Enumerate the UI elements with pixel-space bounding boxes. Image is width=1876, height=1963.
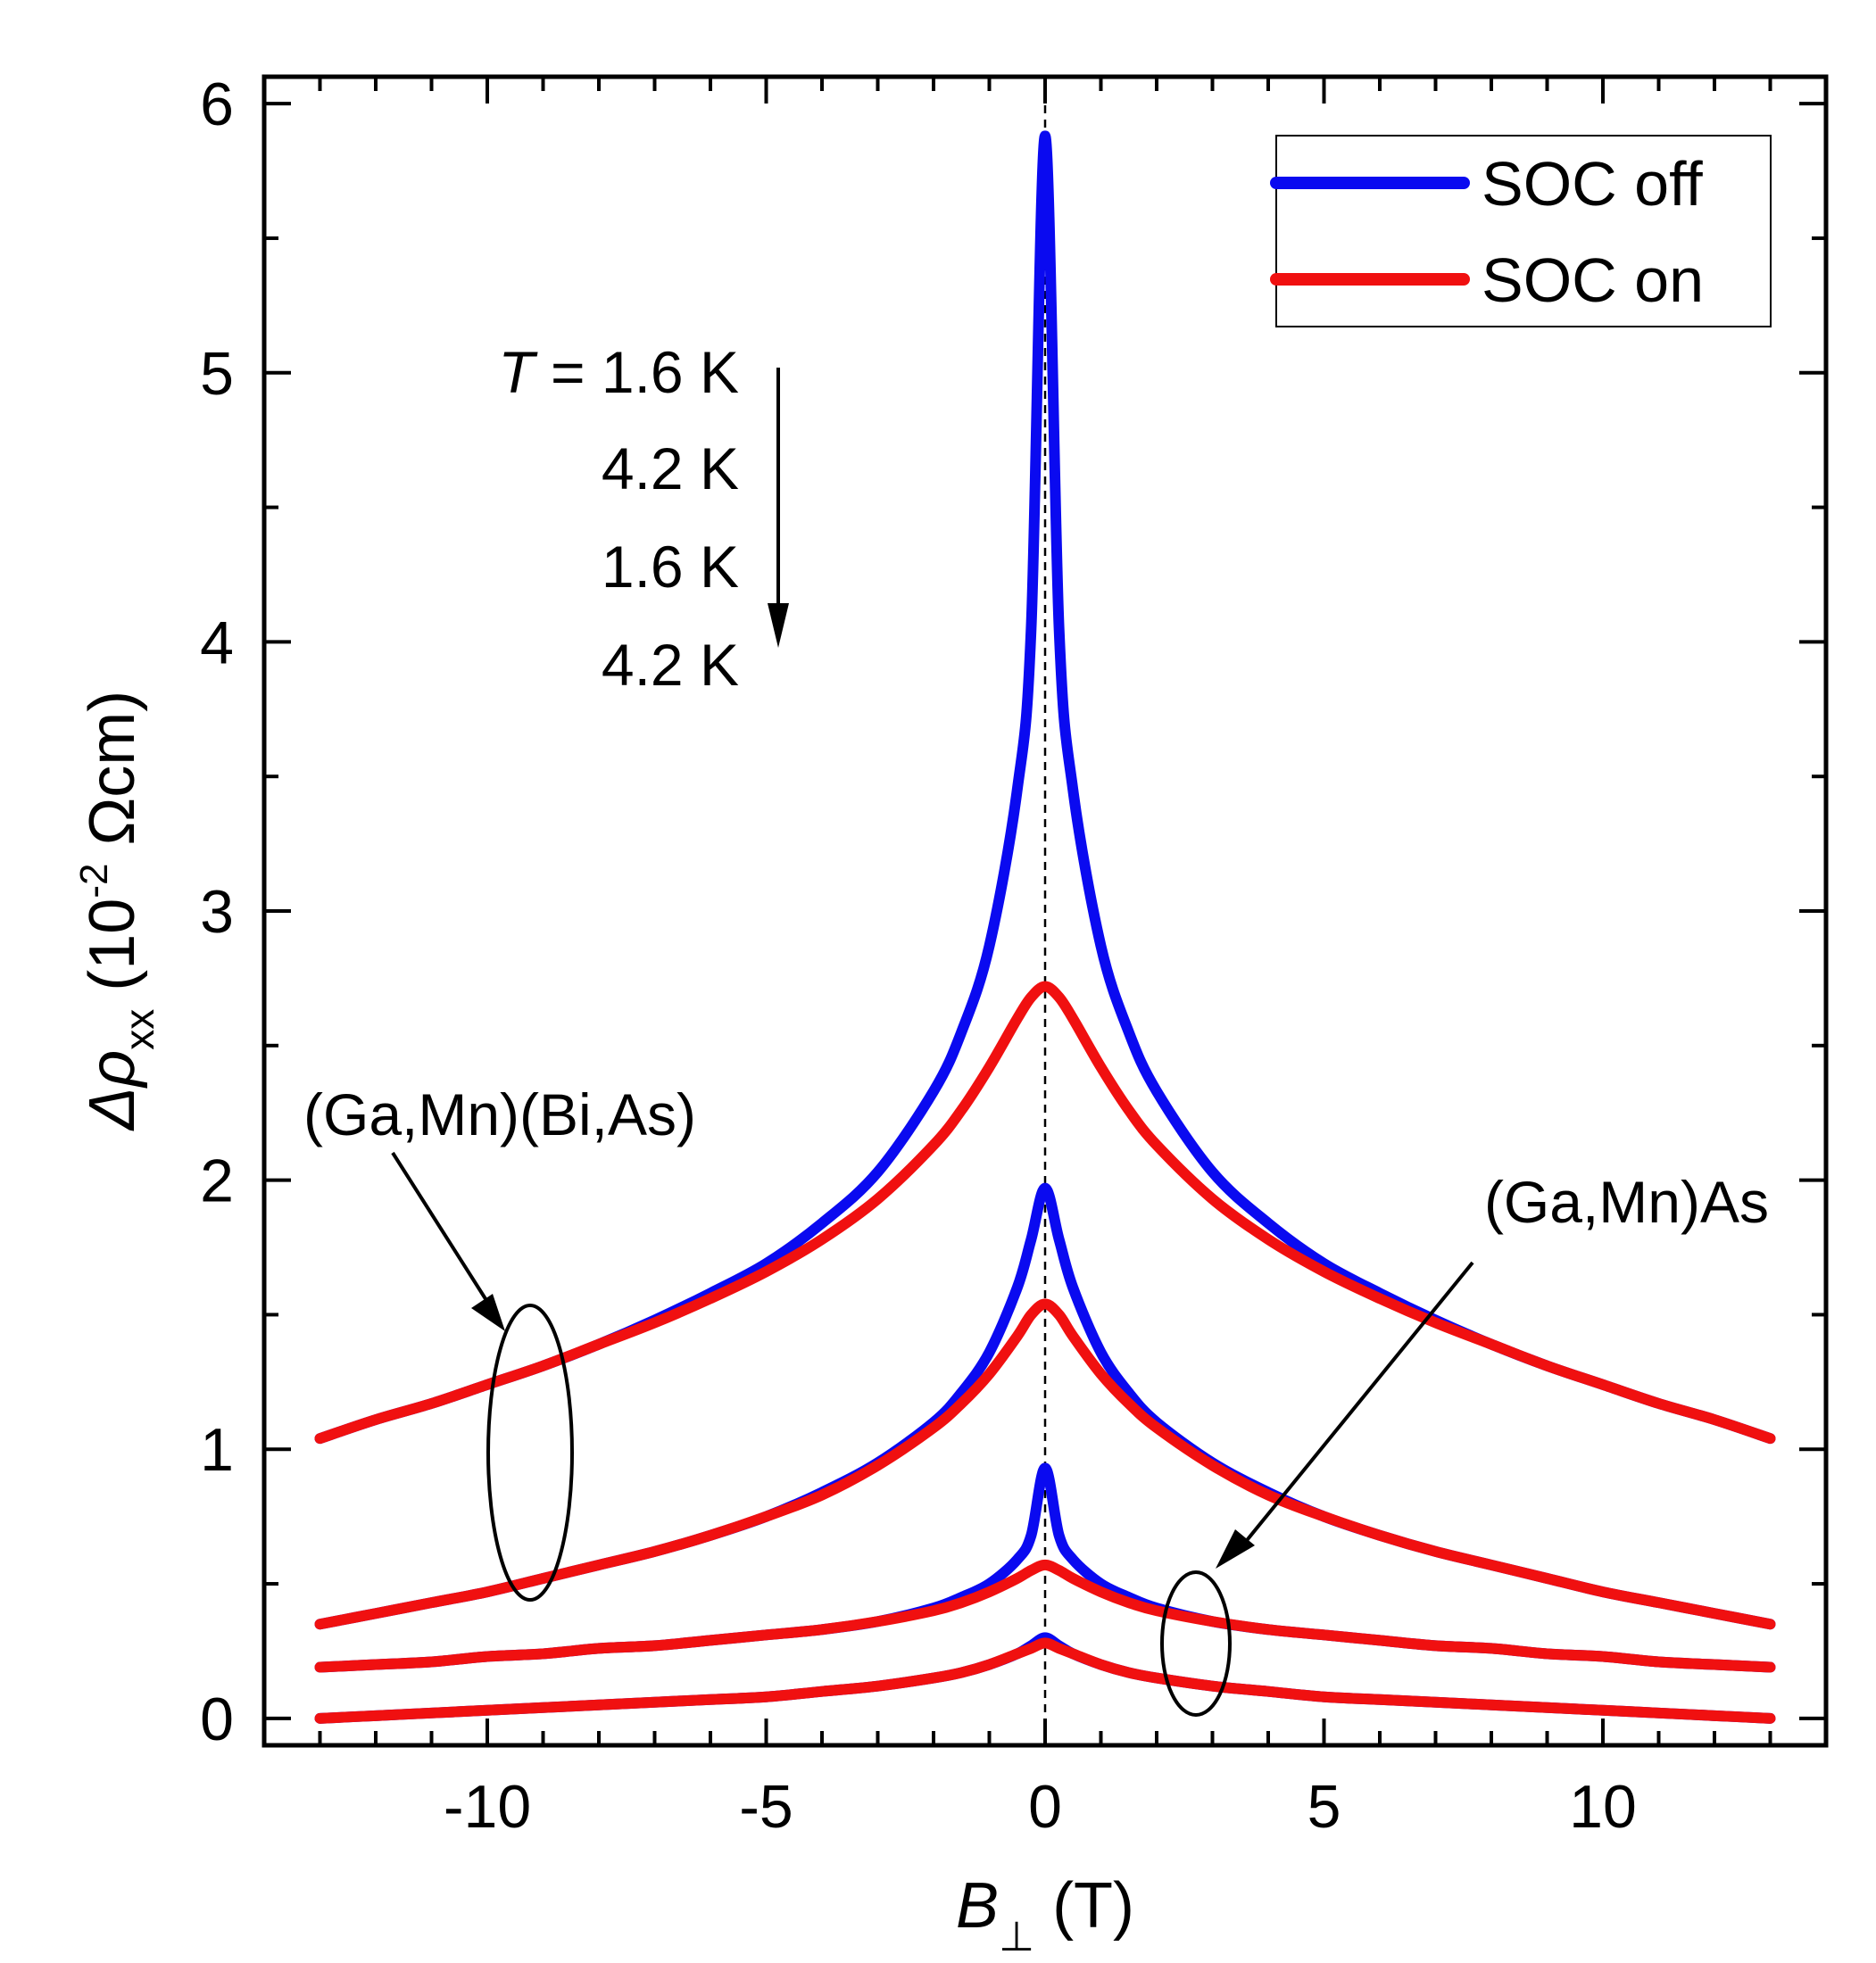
y-tick-label: 2	[200, 1147, 234, 1215]
temperature-label-2: 4.2 K	[602, 435, 739, 501]
axis-ticks: -10 -5 0 5 10 0 1 2 3 4 5 6	[200, 70, 1826, 1841]
legend-box	[1275, 135, 1772, 327]
x-axis-symbol: B	[956, 1870, 999, 1942]
x-tick-label: -5	[739, 1773, 793, 1841]
y-axis-subscript: xx	[116, 1009, 162, 1050]
series-line-soc-off-ga-mn-bi-as-1-6-k	[314, 130, 1776, 1445]
y-tick-label: 5	[200, 340, 234, 408]
temperature-label-4: 4.2 K	[602, 632, 739, 698]
sample-right-arrow-head	[1216, 1529, 1255, 1569]
x-tick-label: 10	[1569, 1773, 1637, 1841]
series-line-soc-on-ga-mn-bi-as-1-6-k	[314, 981, 1776, 1445]
legend-label-soc-on: SOC on	[1482, 245, 1704, 315]
y-tick-label: 1	[200, 1416, 234, 1484]
y-tick-label: 3	[200, 878, 234, 946]
y-tick-label: 0	[200, 1686, 234, 1753]
y-tick-label: 6	[200, 70, 234, 138]
x-tick-label: 5	[1307, 1773, 1341, 1841]
temperature-label-3: 1.6 K	[602, 534, 739, 600]
sample-label-left: (Ga,Mn)(Bi,As)	[303, 1081, 696, 1147]
x-axis-unit: (T)	[1034, 1870, 1134, 1942]
x-tick-label: -10	[444, 1773, 531, 1841]
temperature-label-1: T = 1.6 K	[498, 339, 739, 405]
sample-left-arrow-shaft	[391, 1151, 491, 1306]
series-line-soc-on-ga-mn-bi-as-4-2-k	[314, 1298, 1776, 1630]
sample-left-arrow-head	[471, 1294, 505, 1331]
x-axis-subscript: ⊥	[999, 1913, 1034, 1959]
sample-label-right: (Ga,Mn)As	[1484, 1169, 1769, 1235]
y-tick-label: 4	[200, 609, 234, 676]
temperature-symbol: T	[498, 339, 538, 405]
sample-right-ellipse	[1160, 1570, 1232, 1717]
y-axis-title: Δρxx (10-2 Ωcm)	[72, 691, 162, 1132]
legend: SOC off SOC on	[1270, 135, 1772, 327]
y-axis-unit-exponent: -2	[72, 864, 116, 899]
y-axis-unit-prefix: (10	[77, 899, 148, 1009]
temperature-first-value: = 1.6 K	[535, 339, 739, 405]
temperature-arrow-head	[768, 603, 789, 648]
data-curves	[314, 130, 1776, 1724]
y-axis-symbol: Δρ	[77, 1050, 148, 1132]
series-line-soc-on-ga-mn-as-1-6-k	[314, 1559, 1776, 1673]
sample-right-arrow-shaft	[1242, 1261, 1474, 1545]
x-axis-title: B⊥ (T)	[956, 1870, 1134, 1959]
legend-label-soc-off: SOC off	[1482, 149, 1703, 219]
x-tick-label: 0	[1028, 1773, 1062, 1841]
series-line-soc-on-ga-mn-as-4-2-k	[314, 1637, 1776, 1724]
sample-left-ellipse	[486, 1304, 574, 1602]
y-axis-unit-suffix: Ωcm)	[77, 691, 148, 864]
